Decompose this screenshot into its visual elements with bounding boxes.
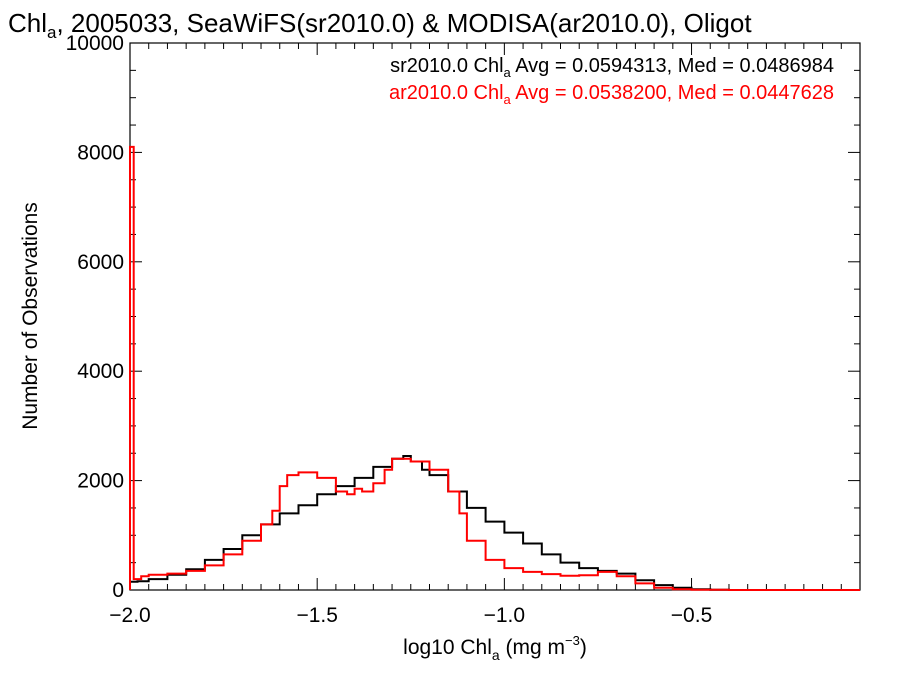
y-tick-label: 4000 [77,360,124,383]
y-tick-label: 2000 [77,470,124,493]
sr-stats-annotation: sr2010.0 Chla Avg = 0.0594313, Med = 0.0… [390,55,834,80]
x-tick-label: −1.5 [296,604,337,627]
series-lines [129,145,860,591]
ar-stats-annotation: ar2010.0 Chla Avg = 0.0538200, Med = 0.0… [389,82,834,107]
ar-series-line [129,145,860,591]
y-axis-label: Number of Observations [19,202,42,430]
x-tick-label: −2.0 [109,604,150,627]
x-axis-label: log10 Chla (mg m−3) [403,633,587,663]
y-tick-labels: 0 2000 4000 6000 8000 10000 [66,32,124,602]
y-tick-label: 8000 [77,141,124,164]
y-tick-label: 0 [112,579,124,602]
axis-ticks [129,42,861,591]
sr-series-line [129,455,860,591]
x-tick-labels: −2.0 −1.5 −1.0 −0.5 [109,604,712,627]
x-tick-label: −1.0 [484,604,525,627]
chart-title: Chla, 2005033, SeaWiFS(sr2010.0) & MODIS… [8,8,752,42]
y-tick-label: 6000 [77,251,124,274]
y-tick-label: 10000 [66,32,124,55]
plot-frame [129,42,861,591]
x-tick-label: −0.5 [671,604,712,627]
